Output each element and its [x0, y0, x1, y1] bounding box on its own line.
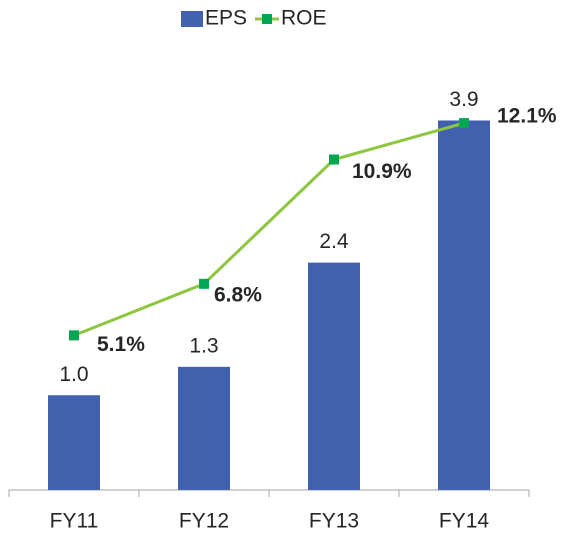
x-tick-label: FY13 [309, 510, 359, 533]
bar [308, 262, 360, 490]
data-label: 6.8% [214, 283, 262, 306]
data-label: 5.1% [97, 333, 145, 356]
x-tick-label: FY14 [439, 510, 490, 533]
marker [329, 154, 339, 165]
legend-label: EPS [205, 7, 247, 30]
data-label: 3.9 [449, 88, 478, 111]
data-label: 10.9% [352, 160, 412, 183]
line [73, 121, 465, 337]
bar [438, 120, 490, 490]
legend-marker [262, 14, 272, 24]
marker [69, 330, 79, 341]
marker [459, 118, 469, 129]
bar [48, 395, 100, 490]
legend-label: ROE [281, 7, 327, 30]
data-label: 1.0 [59, 363, 88, 386]
x-tick-label: FY11 [50, 510, 99, 533]
legend-swatch [181, 11, 203, 27]
bar [178, 366, 230, 490]
data-label: 1.3 [189, 334, 218, 357]
data-label: 2.4 [319, 230, 349, 253]
data-label: 12.1% [497, 105, 557, 128]
marker [199, 278, 209, 289]
x-tick-label: FY12 [179, 510, 229, 533]
